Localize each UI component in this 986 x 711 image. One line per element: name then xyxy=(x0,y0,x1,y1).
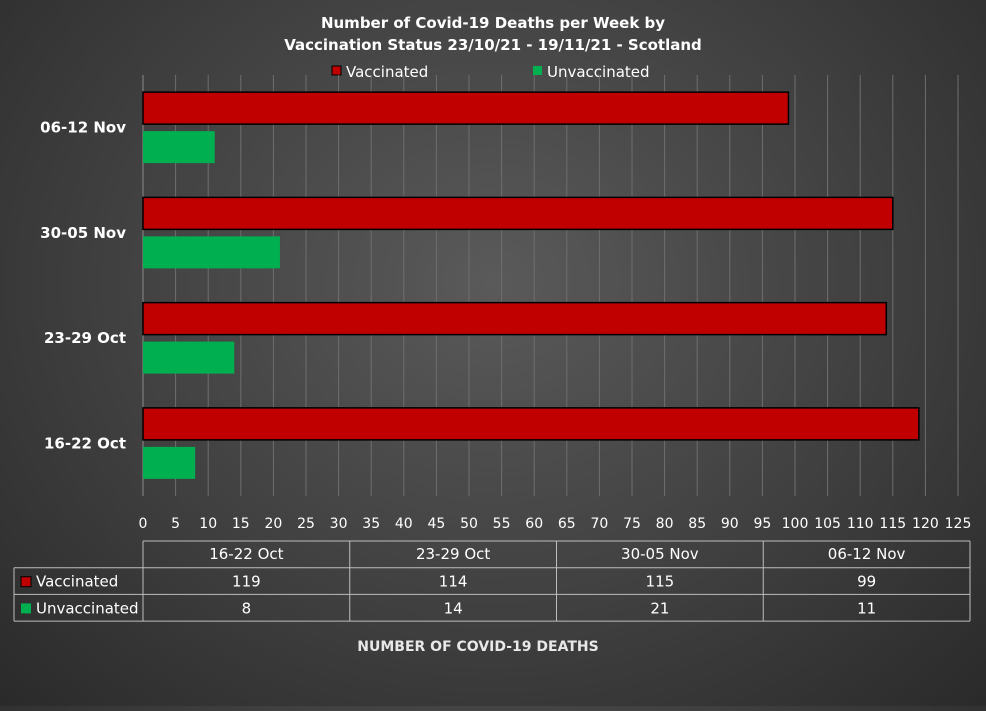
x-tick-label: 10 xyxy=(199,516,217,532)
table-row-label: Unvaccinated xyxy=(36,599,139,617)
table-cell: 21 xyxy=(650,599,669,617)
x-tick-label: 85 xyxy=(688,516,706,532)
x-tick-label: 45 xyxy=(427,516,445,532)
table-cell: 8 xyxy=(242,599,252,617)
table-header-cell: 06-12 Nov xyxy=(828,545,906,563)
table-cell: 119 xyxy=(232,573,261,591)
table-legend-key xyxy=(20,576,32,588)
table-header-cell: 23-29 Oct xyxy=(416,545,490,563)
x-tick-label: 50 xyxy=(460,516,478,532)
x-tick-label: 125 xyxy=(945,516,972,532)
chart-title-line: Number of Covid-19 Deaths per Week by xyxy=(321,14,665,32)
x-tick-label: 95 xyxy=(753,516,771,532)
bar xyxy=(142,91,790,125)
x-tick-label: 75 xyxy=(623,516,641,532)
legend-swatch xyxy=(533,66,542,75)
legend-swatch xyxy=(331,65,342,76)
bar xyxy=(143,341,235,374)
x-tick-label: 40 xyxy=(395,516,413,532)
table-cell: 115 xyxy=(646,573,675,591)
table-header-cell: 16-22 Oct xyxy=(209,545,283,563)
x-tick-label: 25 xyxy=(297,516,315,532)
x-tick-label: 90 xyxy=(721,516,739,532)
x-tick-label: 105 xyxy=(814,516,841,532)
x-tick-label: 80 xyxy=(656,516,674,532)
bar xyxy=(143,131,215,164)
legend-label: Vaccinated xyxy=(346,63,428,81)
table-legend-key xyxy=(21,603,31,614)
x-tick-label: 55 xyxy=(493,516,511,532)
x-tick-label: 65 xyxy=(558,516,576,532)
x-tick-label: 30 xyxy=(330,516,348,532)
category-label: 16-22 Oct xyxy=(44,434,126,452)
x-tick-label: 70 xyxy=(590,516,608,532)
x-tick-label: 100 xyxy=(782,516,809,532)
x-axis-title: NUMBER OF COVID-19 DEATHS xyxy=(357,639,598,655)
bar xyxy=(142,196,894,231)
bar xyxy=(143,446,196,479)
bar xyxy=(142,407,920,441)
x-tick-label: 0 xyxy=(139,516,148,532)
x-tick-label: 5 xyxy=(171,516,180,532)
x-tick-label: 60 xyxy=(525,516,543,532)
bar xyxy=(143,236,280,269)
category-label: 30-05 Nov xyxy=(40,224,126,242)
category-label: 06-12 Nov xyxy=(40,119,126,137)
table-cell: 114 xyxy=(439,573,468,591)
table-cell: 99 xyxy=(857,573,876,591)
table-header-cell: 30-05 Nov xyxy=(621,545,699,563)
chart-title-line: Vaccination Status 23/10/21 - 19/11/21 -… xyxy=(284,36,702,54)
legend-label: Unvaccinated xyxy=(547,63,650,81)
x-tick-label: 115 xyxy=(879,516,906,532)
x-tick-label: 110 xyxy=(847,516,874,532)
x-tick-label: 15 xyxy=(232,516,250,532)
table-row-label: Vaccinated xyxy=(36,573,118,591)
x-tick-label: 120 xyxy=(912,516,939,532)
bar xyxy=(142,301,888,336)
table-cell: 11 xyxy=(857,599,876,617)
table-cell: 14 xyxy=(444,599,463,617)
x-tick-label: 35 xyxy=(362,516,380,532)
category-label: 23-29 Oct xyxy=(44,329,126,347)
x-tick-label: 20 xyxy=(264,516,282,532)
